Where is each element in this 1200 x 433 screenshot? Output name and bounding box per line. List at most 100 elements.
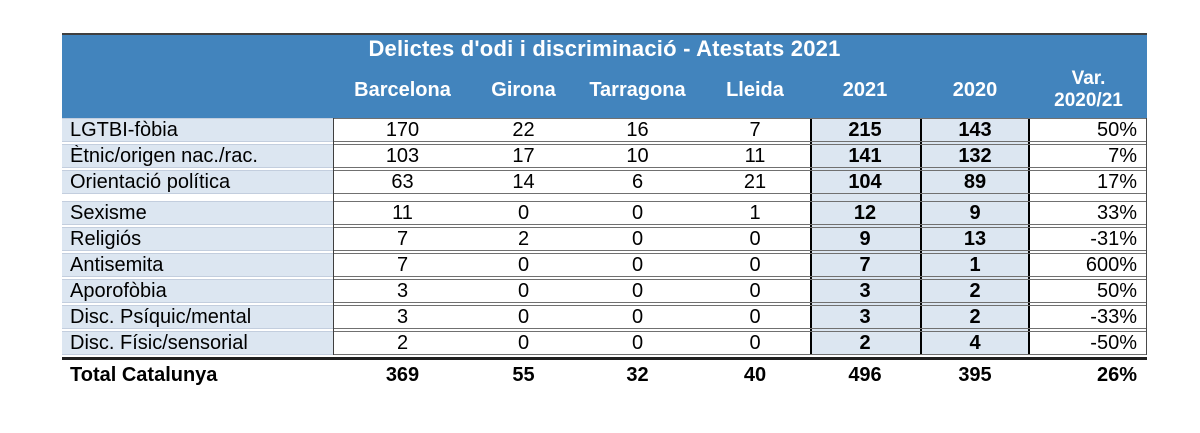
cell-lleida: 1 (700, 201, 810, 225)
total-cell-girona: 55 (512, 363, 535, 386)
cell-variation: 33% (1030, 201, 1147, 225)
header-cell-barcelona: Barcelona (354, 78, 451, 101)
year-columns-divider-line (920, 118, 922, 355)
cell-barcelona: 2 (333, 331, 472, 355)
row-label: Ètnic/origen nac./rac. (62, 144, 333, 168)
cell-barcelona: 7 (333, 227, 472, 251)
total-cell-barcelona: 369 (385, 363, 420, 386)
table-header-row: Barcelona Girona Tarragona Lleida 2021 2… (62, 62, 1147, 118)
cell-2020: 132 (920, 144, 1030, 168)
cell-2021: 3 (810, 279, 920, 303)
header-cell-empty (62, 62, 333, 118)
cell-2021: 7 (810, 253, 920, 277)
cell-2021: 141 (810, 144, 920, 168)
header-cell-girona: Girona (491, 78, 556, 101)
table-row: Antisemita 7 0 0 0 7 1 600% (62, 253, 1147, 277)
row-label: Disc. Psíquic/mental (62, 305, 333, 329)
cell-variation: -33% (1030, 305, 1147, 329)
cell-lleida: 7 (700, 118, 810, 142)
cell-2020: 13 (920, 227, 1030, 251)
table-body: LGTBI-fòbia 170 22 16 7 215 143 50% Ètnic/origen… (62, 118, 1147, 355)
header-cell-variation: Var. 2020/21 (1030, 62, 1147, 118)
cell-girona: 0 (472, 253, 575, 277)
cell-barcelona: 3 (333, 279, 472, 303)
cell-girona: 0 (472, 279, 575, 303)
cell-girona: 2 (472, 227, 575, 251)
total-cell-variation: 26% (1096, 363, 1137, 386)
hate-crime-table: Delictes d'odi i discriminació - Atestat… (62, 33, 1147, 390)
cell-girona: 0 (472, 305, 575, 329)
cell-2021: 12 (810, 201, 920, 225)
cell-2020: 4 (920, 331, 1030, 355)
row-label: Aporofòbia (62, 279, 333, 303)
cell-lleida: 11 (700, 144, 810, 168)
cell-girona: 22 (472, 118, 575, 142)
cell-barcelona: 11 (333, 201, 472, 225)
cell-tarragona: 0 (575, 331, 700, 355)
cell-girona: 0 (472, 201, 575, 225)
total-cell-2020: 395 (958, 363, 992, 386)
cell-variation: 50% (1030, 118, 1147, 142)
cell-tarragona: 0 (575, 279, 700, 303)
cell-tarragona: 0 (575, 253, 700, 277)
cell-tarragona: 6 (575, 170, 700, 194)
cell-2020: 2 (920, 279, 1030, 303)
cell-2021: 104 (810, 170, 920, 194)
table-row: LGTBI-fòbia 170 22 16 7 215 143 50% (62, 118, 1147, 142)
cell-lleida: 0 (700, 279, 810, 303)
cell-variation: -50% (1030, 331, 1147, 355)
cell-2021: 9 (810, 227, 920, 251)
header-cell-2021: 2021 (842, 78, 888, 101)
cell-variation: -31% (1030, 227, 1147, 251)
total-cell-2021: 496 (848, 363, 882, 386)
table-row: Disc. Físic/sensorial 2 0 0 0 2 4 -50% (62, 331, 1147, 355)
cell-variation: 7% (1030, 144, 1147, 168)
cell-2021: 2 (810, 331, 920, 355)
cell-barcelona: 103 (333, 144, 472, 168)
total-cell-tarragona: 32 (626, 363, 649, 386)
row-label: Sexisme (62, 201, 333, 225)
label-column-separator-line (333, 118, 334, 355)
cell-tarragona: 0 (575, 201, 700, 225)
variation-header-line2: 2020/21 (1054, 90, 1123, 111)
row-label: LGTBI-fòbia (62, 118, 333, 142)
row-label: Religiós (62, 227, 333, 251)
cell-tarragona: 0 (575, 305, 700, 329)
cell-girona: 0 (472, 331, 575, 355)
header-cell-lleida: Lleida (726, 78, 784, 101)
cell-girona: 17 (472, 144, 575, 168)
cell-2020: 1 (920, 253, 1030, 277)
cell-2021: 3 (810, 305, 920, 329)
cell-variation: 17% (1030, 170, 1147, 194)
table-row: Disc. Psíquic/mental 3 0 0 0 3 2 -33% (62, 305, 1147, 329)
cell-lleida: 0 (700, 227, 810, 251)
cell-variation: 600% (1030, 253, 1147, 277)
table-row: Religiós 7 2 0 0 9 13 -31% (62, 227, 1147, 251)
cell-lleida: 0 (700, 331, 810, 355)
table-row: Ètnic/origen nac./rac. 103 17 10 11 141 132 7% (62, 144, 1147, 168)
header-cell-tarragona: Tarragona (589, 78, 686, 101)
cell-lleida: 0 (700, 253, 810, 277)
table-right-border-line (1146, 118, 1147, 355)
cell-barcelona: 3 (333, 305, 472, 329)
cell-barcelona: 63 (333, 170, 472, 194)
cell-lleida: 21 (700, 170, 810, 194)
cell-tarragona: 10 (575, 144, 700, 168)
cell-lleida: 0 (700, 305, 810, 329)
cell-girona: 14 (472, 170, 575, 194)
total-row: Total Catalunya 369 55 32 40 496 395 26% (62, 357, 1147, 390)
table-row: Orientació política 63 14 6 21 104 89 17% (62, 170, 1147, 194)
cell-variation: 50% (1030, 279, 1147, 303)
cell-tarragona: 0 (575, 227, 700, 251)
cell-2020: 2 (920, 305, 1030, 329)
row-label: Antisemita (62, 253, 333, 277)
cell-barcelona: 170 (333, 118, 472, 142)
header-cell-2020: 2020 (952, 78, 998, 101)
cell-2021: 215 (810, 118, 920, 142)
row-label: Orientació política (62, 170, 333, 194)
row-label: Disc. Físic/sensorial (62, 331, 333, 355)
table-title: Delictes d'odi i discriminació - Atestat… (62, 35, 1147, 62)
cell-2020: 9 (920, 201, 1030, 225)
cell-barcelona: 7 (333, 253, 472, 277)
cell-tarragona: 16 (575, 118, 700, 142)
